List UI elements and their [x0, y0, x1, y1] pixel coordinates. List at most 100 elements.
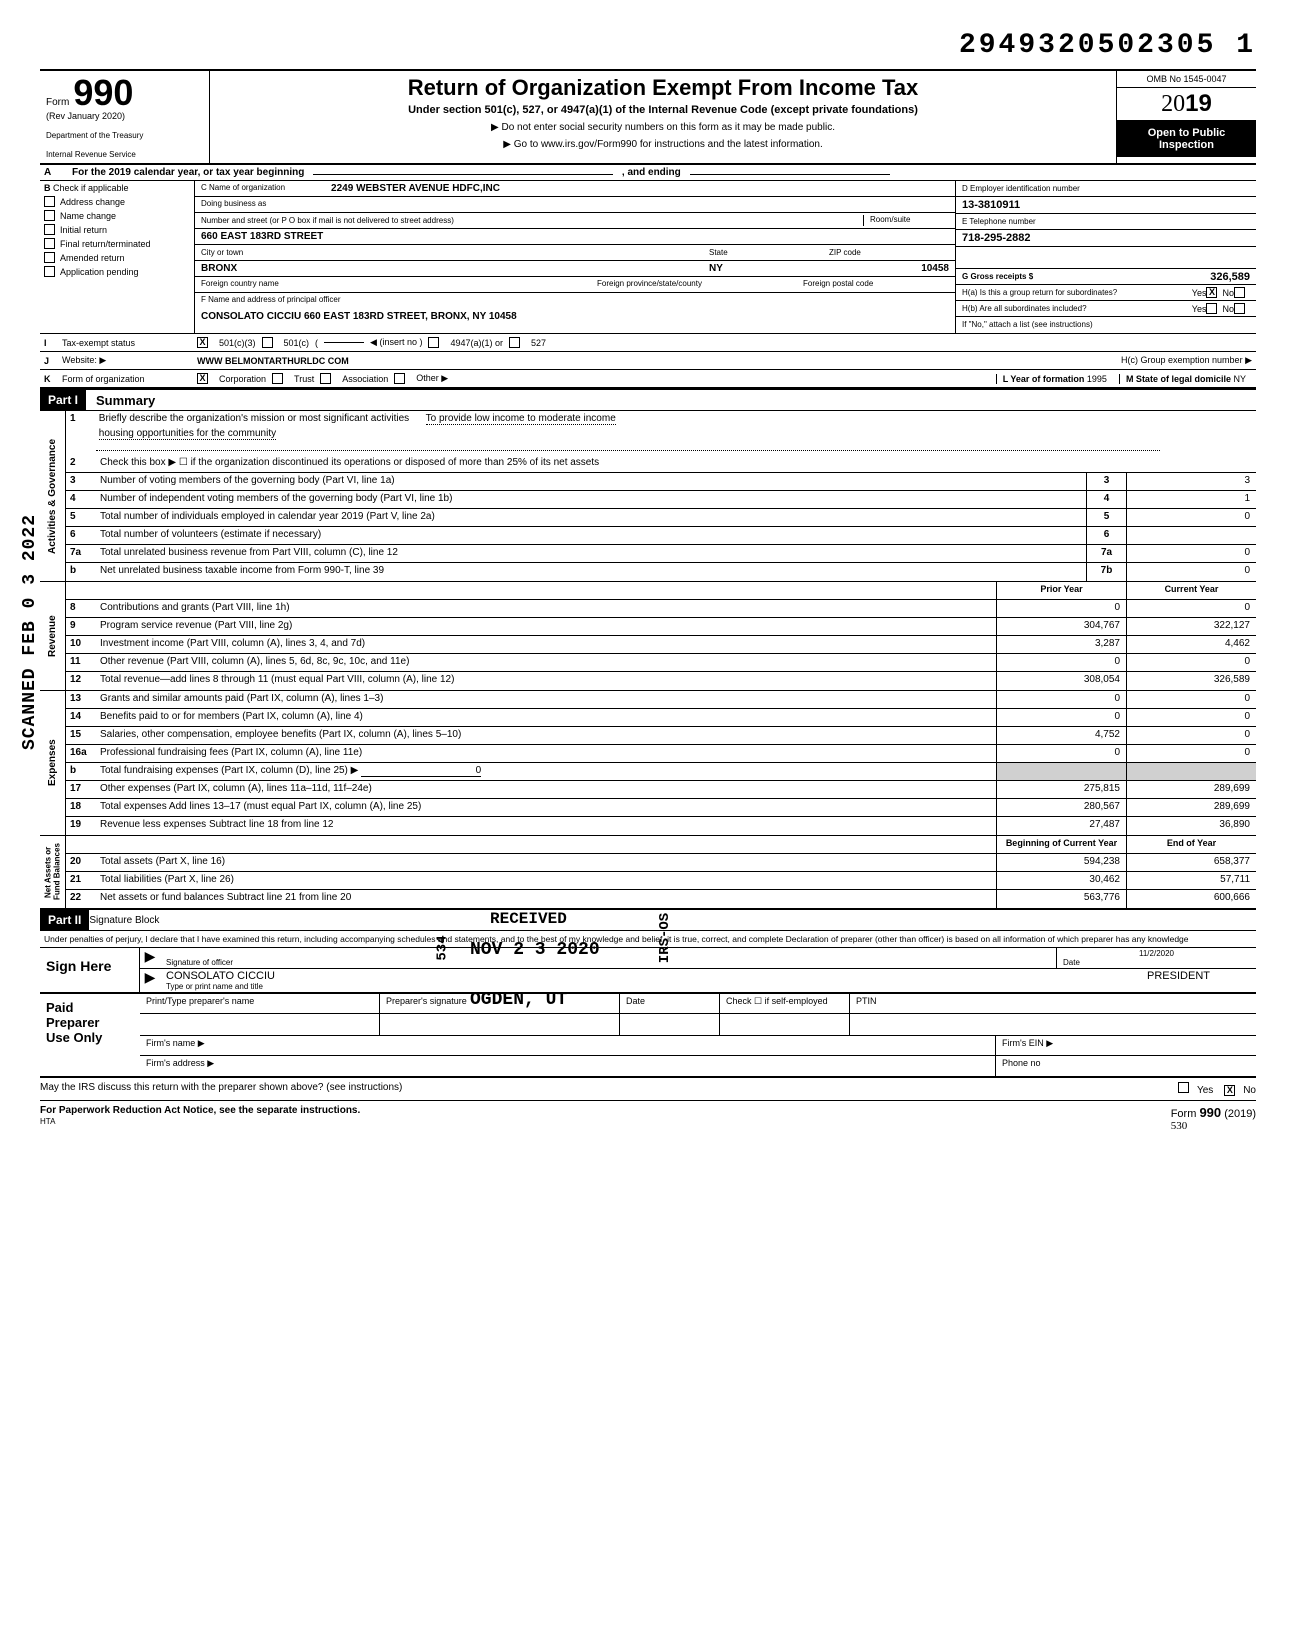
chk-application-pending[interactable]	[44, 266, 55, 277]
row-i-label: I	[44, 338, 62, 348]
chk-initial-return[interactable]	[44, 224, 55, 235]
tax-year: 20201919	[1117, 88, 1256, 121]
exp-prior: 0	[996, 709, 1126, 726]
exp-n: b	[66, 763, 96, 780]
chk-trust[interactable]	[272, 373, 283, 384]
opt-paren: (	[315, 338, 318, 348]
net-end: 600,666	[1126, 890, 1256, 908]
row-k-label: K	[44, 374, 62, 384]
exp-current: 36,890	[1126, 817, 1256, 835]
d-ein-label: D Employer identification number	[962, 184, 1080, 193]
rev-n: 9	[66, 618, 96, 635]
l6-col: 6	[1086, 527, 1126, 544]
zip: 10458	[829, 263, 949, 274]
opt-527: 527	[531, 338, 546, 348]
e-phone-label: E Telephone number	[962, 217, 1036, 226]
discuss-yes: Yes	[1197, 1085, 1213, 1096]
rev-current: 322,127	[1126, 618, 1256, 635]
hta: HTA	[40, 1117, 55, 1126]
foreign-country-label: Foreign country name	[201, 279, 591, 290]
rev-n: 12	[66, 672, 96, 690]
tab-net-assets: Net Assets or Fund Balances	[40, 836, 65, 908]
chk-other[interactable]	[394, 373, 405, 384]
part2-label: Part II	[40, 910, 89, 930]
rev-prior: 0	[996, 654, 1126, 671]
row-a-ending: , and ending	[622, 167, 681, 178]
l7b-val: 0	[1126, 563, 1256, 581]
chk-address-change[interactable]	[44, 196, 55, 207]
net-d: Total liabilities (Part X, line 26)	[96, 872, 996, 889]
discuss-no: No	[1243, 1085, 1256, 1096]
exp-n: 18	[66, 799, 96, 816]
l3-col: 3	[1086, 473, 1126, 490]
revision: (Rev January 2020)	[46, 111, 203, 121]
chk-amended-return[interactable]	[44, 252, 55, 263]
principal-officer: CONSOLATO CICCIU 660 EAST 183RD STREET, …	[201, 311, 517, 323]
ha-label: H(a) Is this a group return for subordin…	[962, 288, 1192, 297]
chk-hb-yes[interactable]	[1206, 303, 1217, 314]
l7a-col: 7a	[1086, 545, 1126, 562]
chk-4947[interactable]	[428, 337, 439, 348]
preparer-label: Preparer	[46, 1015, 134, 1030]
sig-officer-label: Signature of officer	[166, 958, 233, 967]
col-prior-year: Prior Year	[996, 582, 1126, 599]
ha-yes: Yes	[1192, 288, 1207, 298]
form-number: 990	[73, 75, 133, 111]
website: WWW BELMONTARTHURLDC COM	[197, 356, 349, 366]
net-end: 658,377	[1126, 854, 1256, 871]
l7a-n: 7a	[66, 545, 96, 562]
m-label: M State of legal domicile	[1126, 374, 1231, 384]
form-title: Return of Organization Exempt From Incom…	[216, 75, 1110, 101]
chk-name-change[interactable]	[44, 210, 55, 221]
tab-revenue: Revenue	[40, 582, 65, 690]
chk-ha-yes[interactable]: X	[1206, 287, 1217, 298]
chk-hb-no[interactable]	[1234, 303, 1245, 314]
chk-discuss-no[interactable]: X	[1224, 1085, 1235, 1096]
g-label: G Gross receipts $	[962, 272, 1033, 281]
omb-number: OMB No 1545-0047	[1117, 71, 1256, 88]
rev-current: 0	[1126, 600, 1256, 617]
rev-n: 11	[66, 654, 96, 671]
opt-trust: Trust	[294, 374, 314, 384]
exp-d: Total fundraising expenses (Part IX, col…	[96, 763, 996, 780]
opt-address-change: Address change	[60, 197, 125, 207]
ha-no: No	[1222, 288, 1234, 298]
exp-n: 16a	[66, 745, 96, 762]
chk-ha-no[interactable]	[1234, 287, 1245, 298]
chk-association[interactable]	[320, 373, 331, 384]
h-note: If "No," attach a list (see instructions…	[962, 320, 1093, 329]
exp-d: Other expenses (Part IX, column (A), lin…	[96, 781, 996, 798]
mission-line2: housing opportunities for the community	[99, 428, 276, 440]
type-name-label: Type or print name and title	[166, 982, 263, 991]
exp-prior: 0	[996, 691, 1126, 708]
chk-final-return[interactable]	[44, 238, 55, 249]
form-header: Form 990 (Rev January 2020) Department o…	[40, 69, 1256, 165]
chk-501c[interactable]	[262, 337, 273, 348]
f-label: F Name and address of principal officer	[201, 295, 340, 307]
prep-selfemp-label: Check ☐ if self-employed	[720, 994, 850, 1013]
chk-discuss-yes[interactable]	[1178, 1082, 1189, 1093]
row-i-text: Tax-exempt status	[62, 338, 197, 348]
l3-val: 3	[1126, 473, 1256, 490]
col-b-head: Check if applicable	[53, 183, 129, 193]
goto-link: ▶ Go to www.irs.gov/Form990 for instruct…	[216, 139, 1110, 150]
rev-d: Other revenue (Part VIII, column (A), li…	[96, 654, 996, 671]
net-d: Total assets (Part X, line 16)	[96, 854, 996, 871]
rev-current: 326,589	[1126, 672, 1256, 690]
row-j-label: J	[44, 356, 62, 366]
zip-label: ZIP code	[829, 248, 861, 257]
chk-527[interactable]	[509, 337, 520, 348]
exp-d: Benefits paid to or for members (Part IX…	[96, 709, 996, 726]
chk-corporation[interactable]: X	[197, 373, 208, 384]
firm-ein-label: Firm's EIN ▶	[996, 1036, 1256, 1055]
foreign-postal-label: Foreign postal code	[803, 279, 943, 290]
paperwork-notice: For Paperwork Reduction Act Notice, see …	[40, 1105, 360, 1116]
chk-501c3[interactable]: X	[197, 337, 208, 348]
rev-prior: 308,054	[996, 672, 1126, 690]
prep-sig-label: Preparer's signature	[380, 994, 620, 1013]
exp-n: 17	[66, 781, 96, 798]
exp-current	[1126, 763, 1256, 780]
l7b-n: b	[66, 563, 96, 581]
exp-d: Salaries, other compensation, employee b…	[96, 727, 996, 744]
date-label: Date	[1063, 958, 1080, 967]
